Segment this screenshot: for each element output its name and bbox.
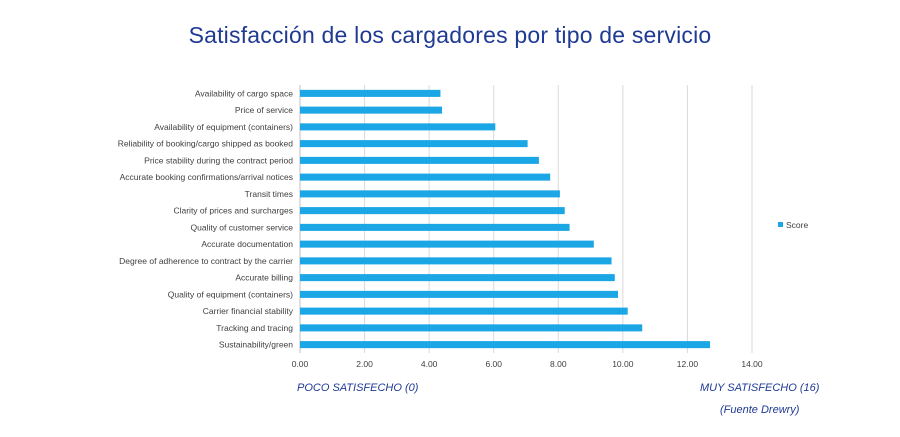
category-label: Degree of adherence to contract by the c… [119, 256, 293, 266]
bars [300, 89, 711, 349]
bar [300, 123, 496, 131]
bar [300, 223, 570, 231]
bar [300, 156, 539, 164]
bar [300, 106, 443, 114]
category-label: Transit times [245, 189, 293, 199]
bar [300, 324, 643, 332]
source-note: (Fuente Drewry) [720, 404, 800, 416]
category-label: Sustainability/green [219, 340, 293, 350]
x-tick-label: 4.00 [421, 359, 438, 369]
x-tick-label: 2.00 [356, 359, 373, 369]
bar [300, 240, 594, 248]
legend-swatch [778, 222, 783, 227]
scale-max-label: MUY SATISFECHO (16) [700, 382, 820, 394]
bar [300, 257, 612, 265]
x-tick-label: 8.00 [550, 359, 567, 369]
x-tick-label: 6.00 [485, 359, 502, 369]
bar [300, 341, 711, 349]
category-label: Availability of cargo space [195, 88, 293, 98]
bar [300, 173, 551, 181]
bar [300, 140, 528, 148]
category-label: Tracking and tracing [216, 323, 293, 333]
legend: Score [778, 220, 808, 230]
category-label: Carrier financial stability [203, 306, 294, 316]
category-label: Accurate documentation [201, 239, 293, 249]
bar [300, 190, 560, 198]
bar [300, 207, 565, 215]
bar [300, 274, 615, 282]
category-label: Clarity of prices and surcharges [173, 206, 293, 216]
legend-label: Score [786, 220, 808, 230]
category-label: Price stability during the contract peri… [144, 155, 293, 165]
bar [300, 307, 628, 315]
category-label: Accurate billing [235, 273, 293, 283]
scale-min-label: POCO SATISFECHO (0) [297, 382, 419, 394]
bar [300, 89, 441, 97]
category-label: Accurate booking confirmations/arrival n… [120, 172, 293, 182]
category-label: Quality of equipment (containers) [168, 289, 293, 299]
x-tick-label: 10.00 [612, 359, 634, 369]
x-tick-label: 0.00 [292, 359, 309, 369]
category-label: Reliability of booking/cargo shipped as … [118, 139, 294, 149]
category-label: Quality of customer service [190, 222, 293, 232]
chart-title: Satisfacción de los cargadores por tipo … [188, 22, 712, 48]
category-labels: Availability of cargo space Price of serv… [118, 88, 294, 349]
category-label: Availability of equipment (containers) [154, 122, 293, 132]
bar [300, 290, 619, 298]
x-tick-label: 14.00 [741, 359, 763, 369]
x-tick-labels: 0.00 2.00 4.00 6.00 8.00 10.00 12.00 14.00 [292, 359, 763, 369]
category-label: Price of service [235, 105, 293, 115]
x-tick-label: 12.00 [677, 359, 699, 369]
